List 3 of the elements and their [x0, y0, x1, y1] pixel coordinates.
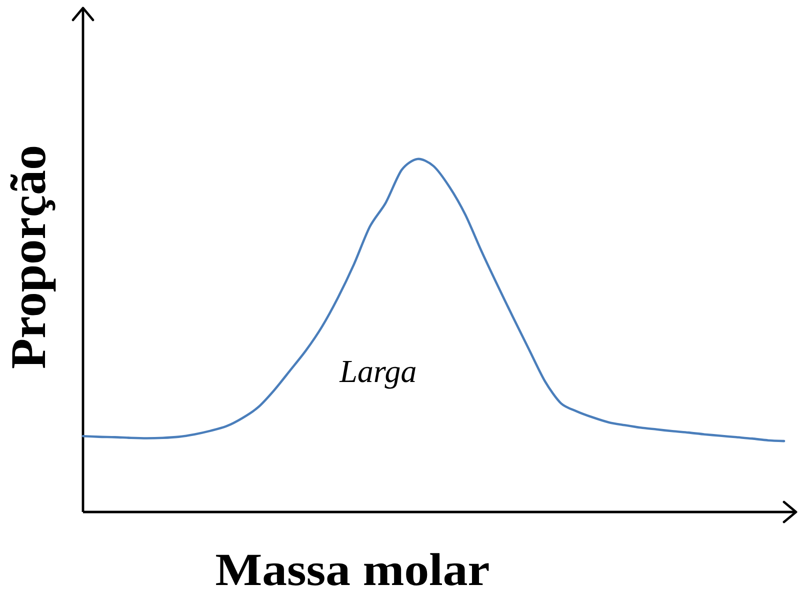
x-axis-title: Massa molar: [216, 553, 489, 586]
annotation: Larga: [339, 361, 416, 389]
y-axis-title: Proporção: [10, 146, 56, 368]
